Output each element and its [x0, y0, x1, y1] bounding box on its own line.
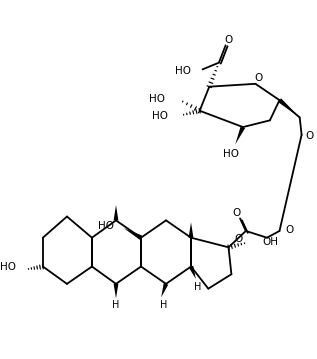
Polygon shape [189, 222, 193, 238]
Polygon shape [235, 126, 245, 144]
Text: HO: HO [175, 66, 191, 76]
Text: HO: HO [152, 111, 168, 121]
Text: OH: OH [262, 238, 278, 247]
Text: O: O [306, 131, 314, 141]
Text: HO: HO [149, 94, 165, 104]
Polygon shape [189, 266, 196, 279]
Polygon shape [113, 205, 119, 220]
Text: H: H [194, 282, 201, 292]
Text: O: O [234, 234, 242, 244]
Text: H: H [112, 300, 120, 310]
Text: HO: HO [223, 149, 239, 159]
Text: HO: HO [0, 262, 16, 272]
Text: HO: HO [98, 221, 114, 231]
Text: O: O [254, 73, 262, 83]
Text: O: O [285, 225, 294, 235]
Text: O: O [232, 208, 240, 218]
Polygon shape [113, 284, 119, 298]
Polygon shape [278, 98, 300, 117]
Text: H: H [160, 300, 168, 310]
Polygon shape [161, 283, 168, 297]
Polygon shape [124, 228, 142, 240]
Text: O: O [224, 34, 233, 45]
